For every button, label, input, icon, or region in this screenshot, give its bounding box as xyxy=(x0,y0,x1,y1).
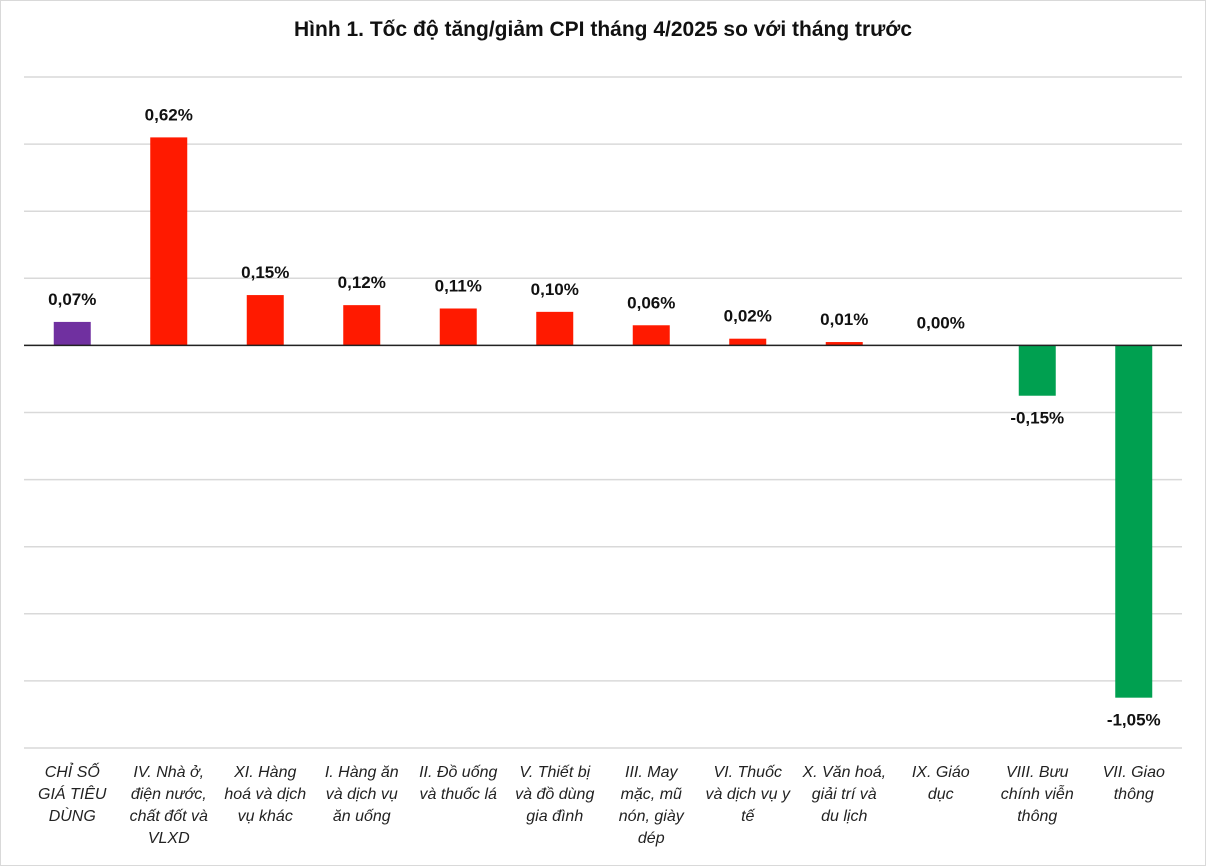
category-label-line: chính viễn xyxy=(1000,786,1074,803)
category-label-line: I. Hàng ăn xyxy=(324,764,399,781)
data-label: 0,62% xyxy=(145,105,193,124)
category-label-line: chất đốt và xyxy=(129,808,208,825)
category-label: V. Thiết bị và đồ dùng gia đình xyxy=(507,762,603,828)
category-label-line: CHỈ SỐ xyxy=(44,764,100,781)
category-label: IX. Giáo dục xyxy=(893,762,989,806)
category-label-line: X. Văn hoá, xyxy=(802,764,887,781)
category-label-line: IV. Nhà ở, xyxy=(133,764,205,781)
category-label-line: mặc, mũ xyxy=(620,786,682,803)
category-label: X. Văn hoá, giải trí và du lịch xyxy=(796,762,892,828)
data-label: 0,11% xyxy=(435,276,482,295)
category-label-line: VLXD xyxy=(147,830,190,847)
bar xyxy=(150,137,188,346)
category-label-line: dép xyxy=(637,830,665,847)
category-label-line: VII. Giao xyxy=(1102,764,1165,781)
data-label: 0,15% xyxy=(241,263,289,282)
bar xyxy=(729,338,767,346)
category-label-line: và đồ dùng xyxy=(515,786,595,803)
data-label: 0,12% xyxy=(338,273,386,292)
category-label-line: và dịch vụ xyxy=(325,786,398,803)
category-label-line: IX. Giáo xyxy=(911,764,970,781)
category-label-line: và dịch vụ y xyxy=(705,786,790,803)
category-label: VII. Giao thông xyxy=(1086,762,1182,806)
data-label: 0,00% xyxy=(917,313,965,332)
data-label: 0,01% xyxy=(820,310,868,329)
bar xyxy=(536,311,574,346)
category-label: II. Đồ uống và thuốc lá xyxy=(410,762,506,806)
category-label-line: VIII. Bưu xyxy=(1005,764,1069,781)
bar xyxy=(246,295,284,346)
category-label-line: DÙNG xyxy=(48,808,96,825)
bar xyxy=(1018,345,1056,396)
data-label: 0,06% xyxy=(627,293,675,312)
category-label-line: hoá và dịch xyxy=(224,786,307,803)
category-label-line: du lịch xyxy=(821,808,868,825)
category-label-line: thông xyxy=(1113,786,1154,803)
category-label-line: giải trí và xyxy=(811,786,877,803)
category-label-line: thông xyxy=(1017,808,1058,825)
data-label: -1,05% xyxy=(1107,711,1161,730)
category-label: III. May mặc, mũ nón, giày dép xyxy=(603,762,699,850)
data-label: 0,10% xyxy=(531,280,579,299)
category-label: IV. Nhà ở, điện nước, chất đốt và VLXD xyxy=(121,762,217,850)
category-label-line: nón, giày xyxy=(618,808,684,825)
category-label-line: dục xyxy=(927,786,954,803)
bar xyxy=(825,342,863,346)
data-label: -0,15% xyxy=(1010,409,1064,428)
category-label-line: II. Đồ uống xyxy=(419,764,498,781)
category-label: I. Hàng ăn và dịch vụ ăn uống xyxy=(314,762,410,828)
category-label-line: GIÁ TIÊU xyxy=(38,786,107,803)
category-label-line: III. May xyxy=(625,764,678,781)
category-label-line: tế xyxy=(741,808,755,825)
category-label: VI. Thuốc và dịch vụ y tế xyxy=(700,762,796,828)
bar xyxy=(343,305,381,346)
data-label: 0,07% xyxy=(48,290,96,309)
category-label-line: gia đình xyxy=(526,808,584,825)
bar xyxy=(439,308,477,346)
category-label: CHỈ SỐ GIÁ TIÊU DÙNG xyxy=(24,762,120,828)
chart-title: Hình 1. Tốc độ tăng/giảm CPI tháng 4/202… xyxy=(294,18,912,41)
category-label-line: V. Thiết bị xyxy=(519,764,591,781)
bar xyxy=(1115,345,1153,698)
category-label-line: VI. Thuốc xyxy=(713,764,782,781)
category-label-line: điện nước, xyxy=(130,786,207,803)
category-label-line: ăn uống xyxy=(332,808,391,825)
category-label: XI. Hàng hoá và dịch vụ khác xyxy=(217,762,313,828)
bar xyxy=(53,321,91,346)
category-label: VIII. Bưu chính viễn thông xyxy=(989,762,1085,828)
category-label-line: và thuốc lá xyxy=(419,786,497,803)
category-label-line: XI. Hàng xyxy=(234,764,297,781)
data-label: 0,02% xyxy=(724,307,772,326)
bar xyxy=(632,325,670,346)
category-label-line: vụ khác xyxy=(237,808,293,825)
